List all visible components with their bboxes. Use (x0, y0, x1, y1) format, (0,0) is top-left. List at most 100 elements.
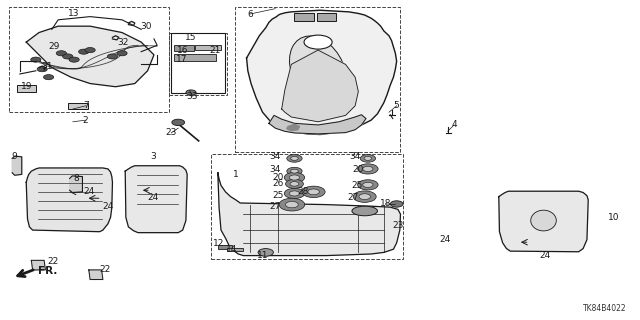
Circle shape (284, 188, 305, 198)
Text: 24: 24 (440, 235, 451, 244)
Polygon shape (26, 26, 154, 87)
Circle shape (44, 75, 54, 80)
Text: 33: 33 (186, 92, 198, 101)
Circle shape (304, 35, 332, 49)
Circle shape (37, 67, 47, 72)
Circle shape (308, 189, 319, 195)
Text: 9: 9 (12, 152, 18, 161)
Text: 7: 7 (83, 101, 88, 110)
Polygon shape (287, 124, 300, 131)
Text: 20: 20 (273, 173, 284, 182)
Circle shape (359, 194, 371, 199)
Text: 6: 6 (247, 10, 253, 19)
Ellipse shape (352, 206, 378, 216)
Text: 22: 22 (99, 265, 111, 275)
Text: 2: 2 (83, 116, 88, 125)
Circle shape (117, 51, 127, 56)
Text: 8: 8 (73, 174, 79, 183)
Bar (294, 13, 314, 21)
Circle shape (284, 172, 305, 183)
Circle shape (285, 180, 303, 188)
Circle shape (31, 57, 41, 62)
Text: 24: 24 (102, 202, 114, 211)
Text: 26: 26 (273, 180, 284, 188)
Text: 5: 5 (394, 101, 399, 110)
Circle shape (302, 186, 325, 197)
Polygon shape (89, 270, 103, 279)
Text: 23: 23 (392, 221, 404, 230)
Text: 27: 27 (348, 193, 359, 202)
Text: 25: 25 (351, 181, 363, 190)
Text: 12: 12 (213, 239, 225, 248)
Circle shape (258, 249, 273, 256)
Bar (68, 103, 88, 109)
Text: 29: 29 (48, 42, 60, 52)
Bar (211, 154, 403, 259)
Bar (235, 7, 400, 152)
Bar (9, 7, 169, 112)
Polygon shape (218, 173, 401, 256)
Text: 34: 34 (349, 152, 361, 161)
Polygon shape (31, 260, 45, 270)
Text: 21: 21 (209, 45, 220, 55)
Polygon shape (246, 10, 397, 134)
Circle shape (186, 90, 196, 95)
Circle shape (353, 191, 376, 202)
Circle shape (285, 201, 298, 208)
Circle shape (108, 54, 118, 59)
Text: FR.: FR. (38, 266, 57, 276)
Bar (169, 33, 227, 95)
Text: 17: 17 (175, 55, 187, 64)
Circle shape (172, 119, 184, 125)
Text: 13: 13 (68, 9, 80, 18)
Text: 23: 23 (166, 128, 177, 137)
Text: 24: 24 (539, 251, 550, 260)
Circle shape (358, 180, 378, 190)
Circle shape (63, 54, 73, 59)
Polygon shape (70, 176, 83, 193)
Circle shape (291, 169, 298, 173)
Text: 18: 18 (380, 199, 392, 208)
Text: TK84B4022: TK84B4022 (583, 304, 627, 313)
Bar (317, 13, 336, 21)
Bar (195, 45, 221, 50)
Polygon shape (125, 166, 187, 233)
Polygon shape (269, 115, 366, 134)
Text: 19: 19 (20, 82, 32, 91)
Text: 1: 1 (233, 170, 239, 179)
Text: 24: 24 (83, 187, 95, 196)
Text: 16: 16 (177, 45, 188, 55)
Circle shape (364, 156, 372, 160)
Polygon shape (499, 191, 588, 252)
Text: 11: 11 (257, 251, 268, 260)
Text: 10: 10 (608, 213, 620, 222)
Text: 22: 22 (47, 258, 59, 267)
Text: 14: 14 (226, 245, 237, 254)
Bar (17, 85, 36, 92)
Circle shape (360, 155, 376, 162)
Text: 4: 4 (451, 120, 457, 130)
Text: 28: 28 (298, 188, 309, 196)
Circle shape (69, 57, 79, 62)
Circle shape (279, 198, 305, 211)
Circle shape (56, 51, 67, 56)
Text: 24: 24 (147, 193, 158, 202)
Polygon shape (26, 168, 113, 232)
Bar (227, 248, 243, 252)
Circle shape (290, 182, 299, 186)
Bar (218, 245, 232, 249)
Circle shape (79, 49, 89, 54)
Circle shape (289, 175, 300, 180)
Text: 34: 34 (269, 165, 281, 174)
Circle shape (85, 48, 95, 52)
Bar (171, 33, 225, 93)
Text: 32: 32 (118, 38, 129, 47)
Text: 34: 34 (269, 152, 281, 161)
Bar (174, 45, 193, 51)
Polygon shape (12, 156, 22, 175)
Circle shape (287, 167, 302, 175)
Ellipse shape (289, 36, 347, 106)
Text: 31: 31 (41, 61, 52, 70)
Polygon shape (282, 50, 358, 122)
Text: 27: 27 (269, 202, 281, 211)
